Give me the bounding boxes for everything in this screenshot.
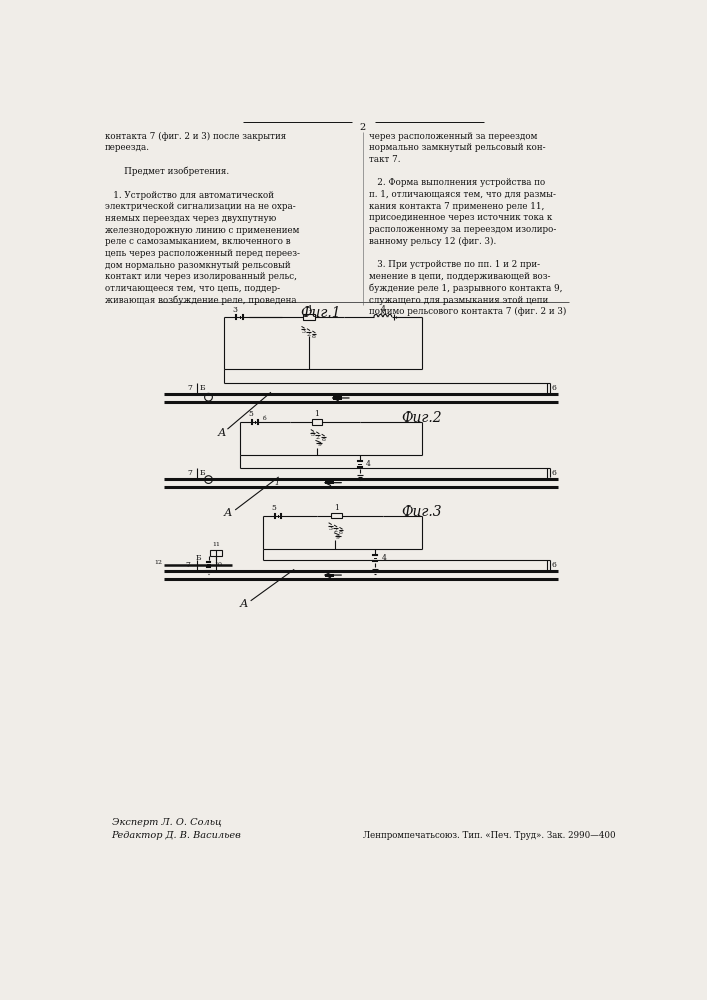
Text: Б: Б (195, 554, 201, 562)
Text: 7: 7 (187, 469, 192, 477)
Text: А: А (218, 428, 226, 438)
Text: 6: 6 (552, 469, 556, 477)
Text: 5: 5 (271, 504, 276, 512)
Text: контакта 7 (фиг. 2 и 3) после закрытия
переезда.

       Предмет изобретения.

 : контакта 7 (фиг. 2 и 3) после закрытия п… (105, 132, 300, 305)
Text: б: б (263, 416, 267, 421)
Text: 2: 2 (306, 332, 310, 337)
Text: 1: 1 (334, 504, 339, 512)
Text: 5: 5 (248, 410, 253, 418)
Text: 7: 7 (186, 561, 191, 569)
Text: 2: 2 (360, 123, 366, 132)
Text: Эксперт Л. О. Сольц
Редактор Д. В. Васильев: Эксперт Л. О. Сольц Редактор Д. В. Васил… (112, 818, 241, 840)
Bar (312, 419, 322, 425)
Text: 6: 6 (552, 561, 556, 569)
Text: 4: 4 (380, 305, 385, 313)
Text: Ленпромпечатьсоюз. Тип. «Печ. Труд». Зак. 2990—400: Ленпромпечатьсоюз. Тип. «Печ. Труд». Зак… (363, 831, 615, 840)
Text: 12: 12 (154, 560, 162, 565)
Text: 4: 4 (366, 460, 370, 468)
Text: А: А (223, 508, 232, 518)
Text: 3: 3 (310, 432, 315, 437)
Text: 3: 3 (328, 526, 332, 531)
Text: Б: Б (199, 384, 205, 392)
Text: 1: 1 (307, 305, 312, 313)
Text: Фиг.3: Фиг.3 (402, 505, 442, 519)
Bar (332, 396, 341, 400)
Text: через расположенный за переездом
нормально замкнутый рельсовый кон-
такт 7.

   : через расположенный за переездом нормаль… (369, 132, 566, 316)
Text: 3: 3 (233, 306, 238, 314)
Text: 8: 8 (339, 530, 343, 535)
Bar (303, 314, 315, 320)
Text: 6: 6 (552, 384, 556, 392)
Bar (325, 574, 334, 577)
Text: 8: 8 (312, 334, 316, 339)
Text: 7: 7 (187, 384, 192, 392)
Text: Б: Б (199, 469, 205, 477)
Text: 4: 4 (381, 554, 386, 562)
Bar (210, 550, 223, 556)
Text: 1: 1 (274, 479, 279, 487)
Text: 9: 9 (317, 442, 321, 447)
Text: 1: 1 (315, 410, 320, 418)
Text: 11: 11 (212, 542, 221, 547)
Text: 2: 2 (334, 528, 338, 533)
Bar (325, 481, 334, 484)
Text: Фиг.1: Фиг.1 (300, 306, 341, 320)
Text: А: А (239, 599, 247, 609)
Text: 9: 9 (336, 535, 340, 540)
Text: 2: 2 (316, 435, 320, 440)
Text: Фиг.2: Фиг.2 (402, 411, 442, 425)
Text: 8: 8 (321, 437, 325, 442)
Text: 10: 10 (215, 562, 223, 567)
Text: 3: 3 (301, 329, 305, 334)
Bar (331, 513, 341, 518)
